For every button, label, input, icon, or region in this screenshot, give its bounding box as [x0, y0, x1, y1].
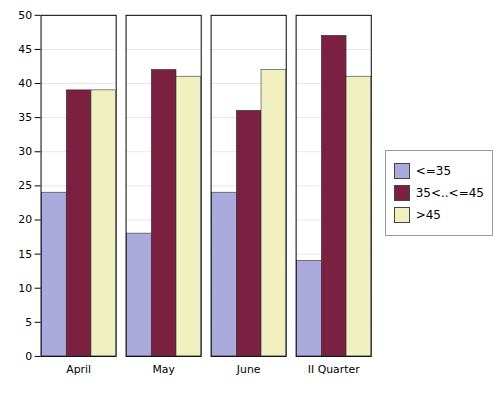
svg-text:0: 0: [25, 350, 32, 363]
svg-text:5: 5: [25, 316, 32, 329]
svg-text:June: June: [236, 363, 261, 376]
svg-text:April: April: [66, 363, 91, 376]
svg-text:40: 40: [18, 77, 32, 90]
svg-text:50: 50: [18, 9, 32, 22]
html-text:35<..<=45: 35<..<=45: [415, 185, 484, 200]
svg-text:10: 10: [18, 282, 32, 295]
svg-text:35: 35: [18, 111, 32, 124]
svg-text:May: May: [152, 363, 175, 376]
svg-text:30: 30: [18, 145, 32, 158]
svg-text:25: 25: [18, 179, 32, 192]
html-text:<=35: <=35: [415, 163, 451, 178]
svg-text:45: 45: [18, 43, 32, 56]
html-text:>45: >45: [415, 207, 441, 222]
svg-text:15: 15: [18, 248, 32, 261]
svg-text:20: 20: [18, 213, 32, 226]
svg-text:II Quarter: II Quarter: [308, 363, 360, 376]
